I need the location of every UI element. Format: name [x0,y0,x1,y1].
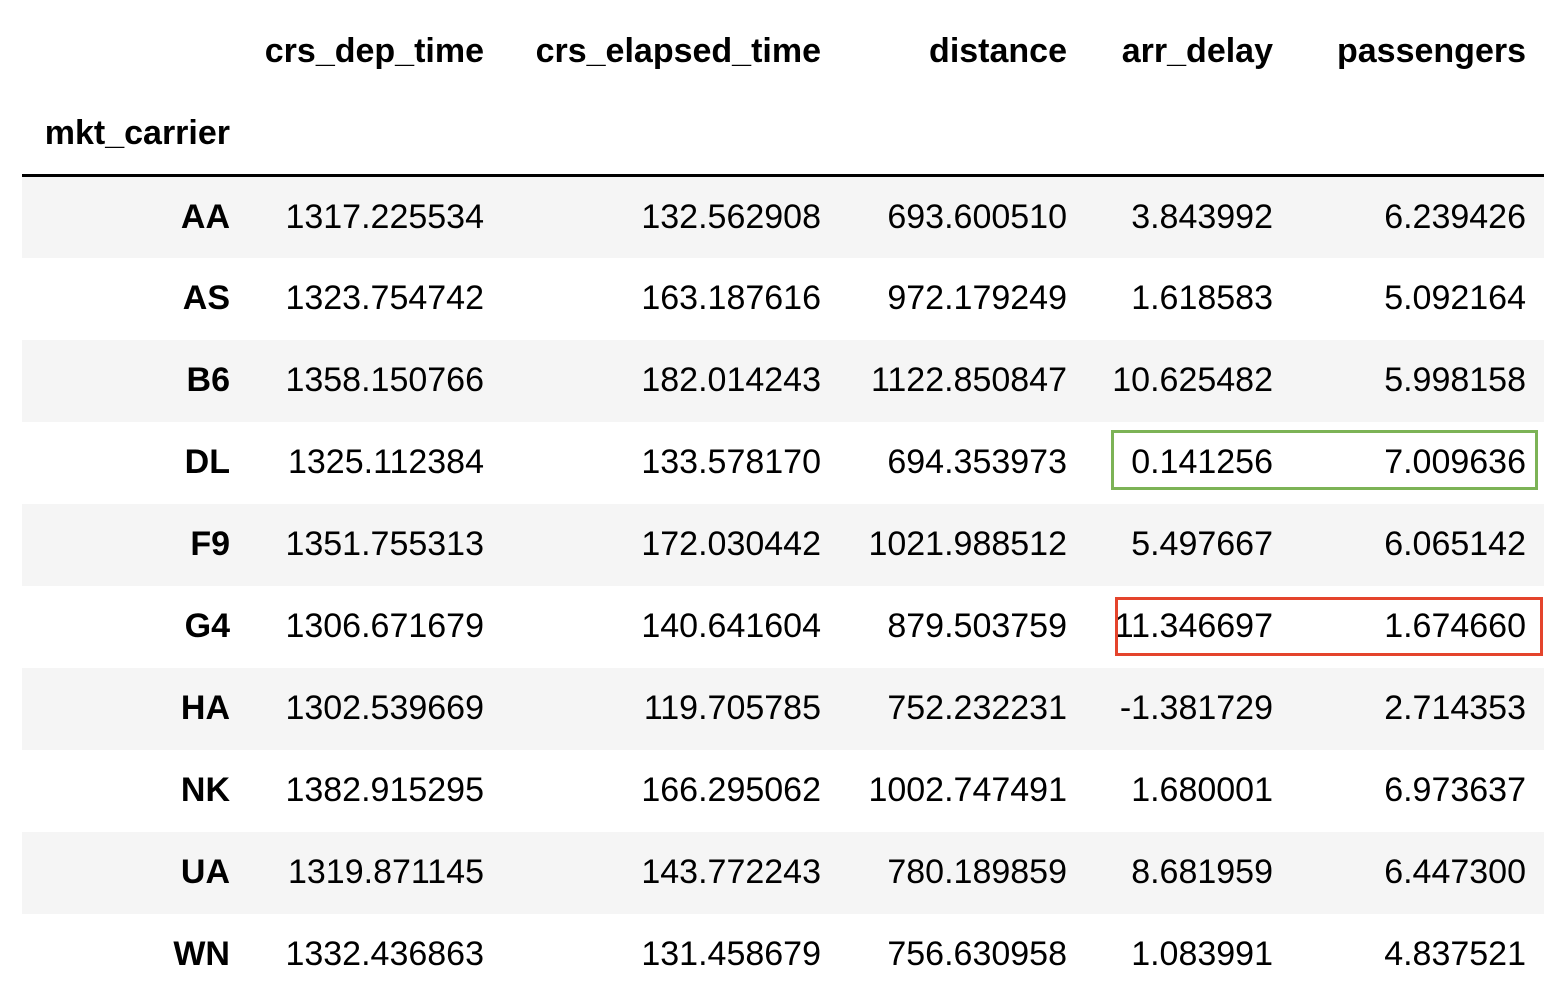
table-cell: 6.065142 [1384,525,1526,563]
table-cell: 5.092164 [1384,279,1526,317]
table-cell: 780.189859 [887,853,1067,891]
table-cell: 6.447300 [1384,853,1526,891]
table-row: AA 1317.225534 132.562908 693.600510 3.84399… [22,175,1544,258]
table-cell: 1.083991 [1131,935,1273,973]
table-cell: 1323.754742 [285,279,484,317]
table-cell: 166.295062 [641,771,821,809]
table-cell: 10.625482 [1112,361,1273,399]
table-row: DL 1325.112384 133.578170 694.353973 0.14125… [22,421,1544,504]
table-cell: 163.187616 [641,279,821,317]
column-header-row: crs_dep_time crs_elapsed_time distance a… [22,10,1544,92]
table-cell: 1002.747491 [868,771,1067,809]
row-index-label: AA [180,197,230,236]
dataframe-table: crs_dep_time crs_elapsed_time distance a… [22,10,1544,996]
table-cell: 1122.850847 [870,361,1067,399]
table-body: AA 1317.225534 132.562908 693.600510 3.84399… [22,175,1544,996]
row-index-label: WN [173,935,230,973]
table-cell: 119.705785 [643,689,821,727]
row-index-label: B6 [186,361,230,399]
blank-header-cell [839,92,1085,176]
table-row: B6 1358.150766 182.014243 1122.850847 10.625… [22,339,1544,422]
table-row: G4 1306.671679 140.641604 879.503759 11.3466… [22,585,1544,668]
corner-cell [22,10,248,92]
table-cell: 1351.755313 [285,525,484,563]
index-name-row: mkt_carrier [22,92,1544,176]
column-header-crs-elapsed-time: crs_elapsed_time [535,31,821,70]
table-cell: 1332.436863 [285,935,484,973]
table-cell: 7.009636 [1384,443,1526,481]
row-index-label: HA [180,689,230,727]
blank-header-cell [1291,92,1544,176]
table-cell: 1382.915295 [285,771,484,809]
blank-header-cell [248,92,502,176]
table-cell: 5.497667 [1131,525,1273,563]
row-index-label: NK [180,771,230,809]
table-cell: 693.600510 [887,197,1067,236]
table-cell: -1.381729 [1119,689,1273,727]
table-cell: 972.179249 [887,279,1067,317]
table-cell: 1302.539669 [285,689,484,727]
table-row: AS 1323.754742 163.187616 972.179249 1.61858… [22,257,1544,340]
table-cell: 4.837521 [1384,935,1526,973]
blank-header-cell [1085,92,1291,176]
table-cell: 1.674660 [1384,607,1526,645]
table-row: NK 1382.915295 166.295062 1002.747491 1.6800… [22,749,1544,832]
row-index-label: G4 [184,607,230,645]
table-cell: 133.578170 [641,443,821,481]
column-header-crs-dep-time: crs_dep_time [264,31,484,70]
column-header-distance: distance [929,31,1067,70]
table-cell: 694.353973 [887,443,1067,481]
column-header-passengers: passengers [1337,31,1526,70]
table-header: crs_dep_time crs_elapsed_time distance a… [22,10,1544,176]
table-row: WN 1332.436863 131.458679 756.630958 1.08399… [22,913,1544,996]
row-index-label: AS [182,279,230,317]
table-cell: 5.998158 [1384,361,1526,399]
table-cell: 132.562908 [641,197,821,236]
table-cell: 1306.671679 [285,607,484,645]
table-cell: 1325.112384 [287,443,484,481]
table-cell: 2.714353 [1384,689,1526,727]
table-cell: 0.141256 [1131,443,1273,481]
index-name: mkt_carrier [44,113,230,152]
table-cell: 879.503759 [887,607,1067,645]
table-cell: 6.973637 [1384,771,1526,809]
table-cell: 756.630958 [887,935,1067,973]
table-row: F9 1351.755313 172.030442 1021.988512 5.4976… [22,503,1544,586]
table-cell: 140.641604 [641,607,821,645]
table-cell: 1.680001 [1131,771,1273,809]
table-cell: 752.232231 [887,689,1067,727]
table-cell: 182.014243 [641,361,821,399]
table-cell: 1.618583 [1131,279,1273,317]
table-cell: 1317.225534 [285,197,484,236]
table-cell: 131.458679 [641,935,821,973]
table-cell: 1021.988512 [868,525,1067,563]
table-row: UA 1319.871145 143.772243 780.189859 8.68195… [22,831,1544,914]
table-cell: 172.030442 [641,525,821,563]
table-cell: 6.239426 [1384,197,1526,236]
table-cell: 11.346697 [1114,607,1273,645]
row-index-label: UA [180,853,230,891]
table-cell: 1319.871145 [287,853,484,891]
table-cell: 143.772243 [641,853,821,891]
column-header-arr-delay: arr_delay [1121,31,1273,70]
table-cell: 1358.150766 [285,361,484,399]
row-index-label: DL [184,443,230,481]
table-cell: 3.843992 [1131,197,1273,236]
table-cell: 8.681959 [1131,853,1273,891]
table-row: HA 1302.539669 119.705785 752.232231 -1.3817… [22,667,1544,750]
row-index-label: F9 [190,525,230,563]
blank-header-cell [502,92,839,176]
